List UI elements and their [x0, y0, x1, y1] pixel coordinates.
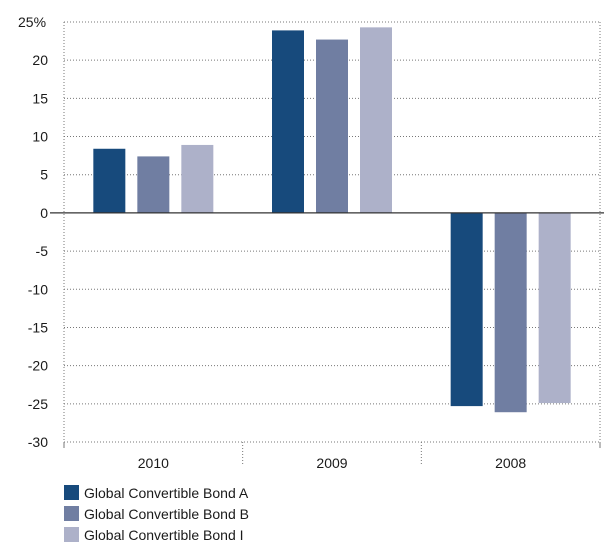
y-tick-label: -15 — [28, 319, 48, 335]
legend-item-a: Global Convertible Bond A — [64, 482, 249, 503]
x-tick-label: 2009 — [316, 455, 347, 471]
legend-swatch-b — [64, 506, 79, 521]
y-tick-label: 0 — [40, 205, 48, 221]
bar — [93, 148, 126, 213]
y-tick-label: -10 — [28, 281, 48, 297]
bar — [360, 27, 392, 213]
bar — [450, 212, 483, 407]
bar — [137, 156, 170, 213]
legend-label-b: Global Convertible Bond B — [84, 505, 249, 522]
x-tick-label: 2008 — [495, 455, 526, 471]
y-tick-label: -30 — [28, 434, 48, 450]
bar — [181, 144, 214, 213]
legend-item-b: Global Convertible Bond B — [64, 503, 249, 524]
legend-label-i: Global Convertible Bond I — [84, 526, 244, 543]
y-tick-label: 5 — [40, 167, 48, 183]
bars — [50, 27, 604, 413]
legend: Global Convertible Bond A Global Convert… — [64, 482, 249, 545]
x-axis: 2010 2009 2008 — [63, 442, 601, 471]
bar-chart: 25% 20 15 10 5 0 -5 -10 -15 -20 -25 -30 2010 2009 200… — [18, 14, 604, 471]
legend-swatch-a — [64, 485, 79, 500]
y-tick-label: -5 — [36, 243, 49, 259]
bar — [494, 212, 527, 413]
legend-swatch-i — [64, 527, 79, 542]
bar — [316, 39, 348, 213]
legend-item-i: Global Convertible Bond I — [64, 524, 249, 545]
y-tick-label: 15 — [32, 90, 48, 106]
y-tick-label: 20 — [32, 52, 48, 68]
y-tick-label: -25 — [28, 396, 48, 412]
legend-label-a: Global Convertible Bond A — [84, 484, 249, 501]
bar — [538, 212, 571, 404]
y-tick-label: 25% — [18, 14, 46, 30]
y-tick-label: -20 — [28, 358, 48, 374]
x-tick-label: 2010 — [138, 455, 169, 471]
y-tick-label: 10 — [32, 129, 48, 145]
y-axis: 25% 20 15 10 5 0 -5 -10 -15 -20 -25 -30 — [18, 14, 48, 450]
bar — [272, 30, 304, 213]
